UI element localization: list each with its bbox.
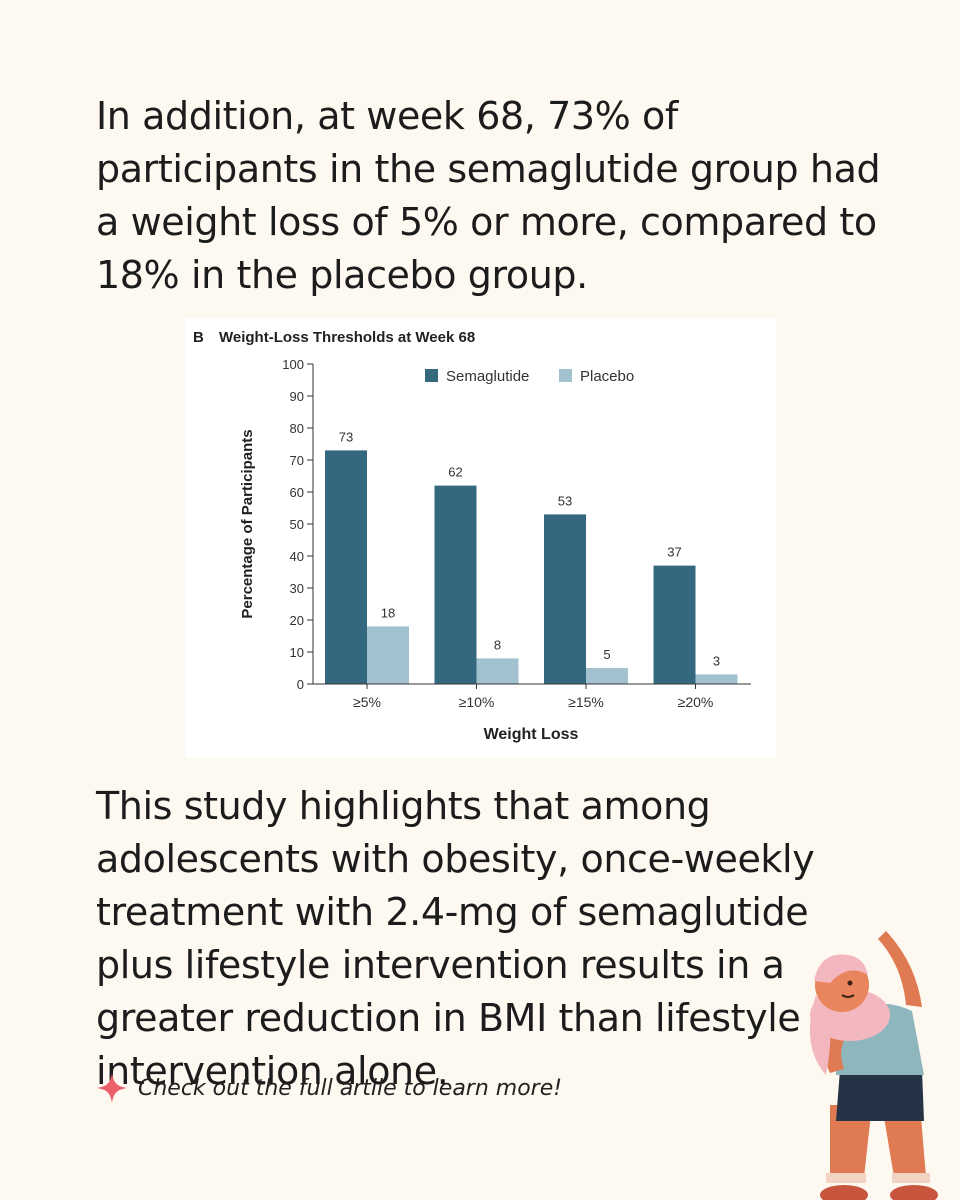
bar-semaglutide: [325, 450, 367, 684]
bars: 73 18 62 8 53 5 37 3: [325, 429, 738, 684]
x-tick-label: ≥15%: [568, 694, 604, 710]
bar-value-label: 18: [381, 605, 395, 620]
y-axis: 0 10 20 30 40 50 60 70 80 90 100: [282, 357, 314, 692]
chart-title: Weight-Loss Thresholds at Week 68: [219, 329, 475, 346]
bar-placebo: [476, 658, 519, 684]
y-tick-label: 60: [290, 485, 304, 500]
intro-paragraph: In addition, at week 68, 73% of particip…: [96, 94, 881, 297]
y-tick-label: 80: [290, 421, 304, 436]
chart-panel-label: B: [193, 329, 204, 346]
exercising-girl-illustration: [809, 931, 938, 1200]
x-tick-label: ≥10%: [459, 694, 495, 710]
y-tick-label: 0: [297, 677, 304, 692]
girl-legs: [820, 1105, 938, 1200]
girl-hair-top: [814, 954, 868, 983]
y-axis-label: Percentage of Participants: [239, 429, 256, 618]
y-tick-label: 70: [290, 453, 304, 468]
bar-value-label: 62: [448, 465, 462, 480]
bar-placebo: [367, 626, 409, 684]
x-tick-label: ≥5%: [353, 694, 381, 710]
y-tick-label: 10: [290, 645, 304, 660]
girl-ponytail: [809, 995, 831, 1075]
bar-value-label: 53: [558, 493, 572, 508]
bar-placebo: [695, 674, 738, 684]
legend: Semaglutide Placebo: [425, 368, 634, 385]
bar-value-label: 8: [494, 637, 501, 652]
girl-raised-arm: [878, 931, 922, 1007]
bar-value-label: 37: [667, 545, 681, 560]
bar-value-label: 5: [603, 647, 610, 662]
bar-semaglutide: [544, 514, 586, 684]
girl-smile: [841, 994, 855, 998]
cta-row: Check out the full artile to learn more!: [96, 1072, 562, 1104]
y-tick-label: 30: [290, 581, 304, 596]
girl-shorts: [836, 1070, 924, 1121]
x-tick-label: ≥20%: [678, 694, 714, 710]
y-tick-label: 100: [282, 357, 304, 372]
x-axis: ≥5% ≥10% ≥15% ≥20%: [313, 683, 751, 710]
bar-semaglutide: [653, 565, 696, 684]
y-tick-label: 50: [290, 517, 304, 532]
bar-placebo: [586, 668, 628, 684]
legend-label-placebo: Placebo: [580, 368, 634, 385]
bar-semaglutide: [434, 485, 477, 684]
bar-value-label: 3: [713, 653, 720, 668]
y-tick-label: 20: [290, 613, 304, 628]
bar-value-label: 73: [339, 429, 353, 444]
y-tick-label: 40: [290, 549, 304, 564]
girl-eye: [847, 980, 853, 986]
y-tick-label: 90: [290, 389, 304, 404]
conclusion-paragraph: This study highlights that among adolesc…: [96, 784, 815, 1093]
chart-panel: B Weight-Loss Thresholds at Week 68 0 10 2…: [185, 318, 776, 758]
cta-text: Check out the full artile to learn more!: [138, 1075, 563, 1101]
legend-swatch-semaglutide: [425, 369, 438, 382]
sparkle-icon: [97, 1073, 127, 1103]
legend-label-semaglutide: Semaglutide: [446, 368, 529, 385]
legend-swatch-placebo: [559, 369, 572, 382]
weight-loss-chart: B Weight-Loss Thresholds at Week 68 0 10 2…: [193, 329, 751, 743]
x-axis-label: Weight Loss: [484, 726, 579, 743]
